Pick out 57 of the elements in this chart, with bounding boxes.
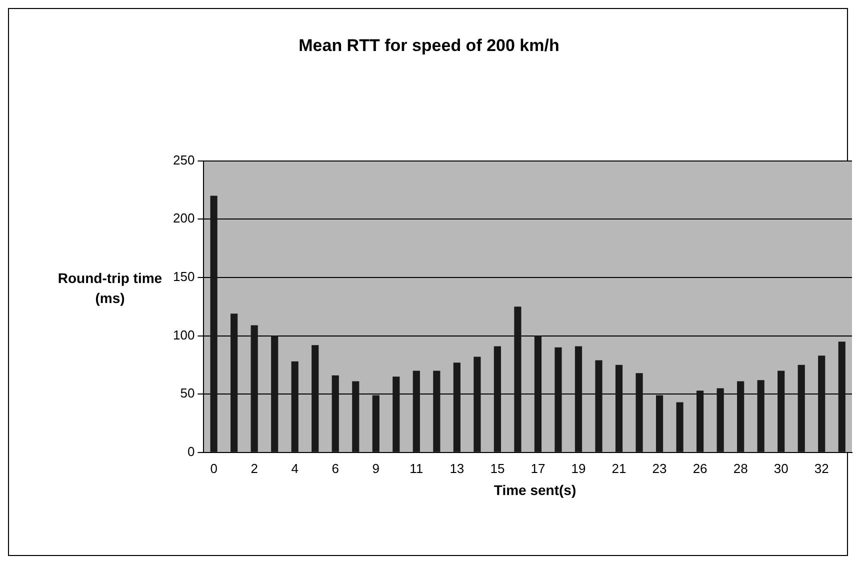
bar [595,360,602,452]
bar [352,381,360,452]
y-tick-label: 0 [187,444,195,459]
bar [615,364,623,452]
x-tick-label: 0 [210,460,218,476]
x-tick-label: 13 [450,460,464,476]
bar [696,390,704,452]
y-tick-label: 150 [172,269,195,284]
bar [798,364,805,452]
x-tick-label: 11 [410,460,424,476]
bar [271,336,278,452]
bar [291,361,298,452]
bar [372,395,380,452]
bar [433,370,440,452]
bar [656,395,664,452]
x-tick-label: 17 [530,460,546,476]
bar [230,314,238,452]
x-axis-title: Time sent(s) [492,482,578,498]
chart-title: Mean RTT for speed of 200 km/h [298,36,560,56]
bar [737,381,744,452]
bar [514,306,522,452]
y-tick-label: 50 [180,386,195,401]
x-tick-label: 6 [332,460,339,476]
bar [392,376,400,452]
y-tick-label: 250 [172,152,195,168]
bar [554,347,562,452]
bar [676,402,684,452]
bar [250,325,258,452]
x-tick-label: 9 [372,460,380,476]
x-tick-label: 23 [652,460,667,476]
bar [636,373,643,452]
x-tick-label: 28 [733,460,748,476]
bar [412,370,420,452]
bar [818,356,826,452]
x-tick-label: 26 [692,460,708,476]
bar [838,342,846,452]
x-tick-label: 21 [612,460,626,476]
y-tick-label: 200 [172,210,195,226]
bar [716,388,724,452]
x-tick-label: 32 [814,460,829,476]
bar [474,356,481,452]
x-tick-label: 19 [571,460,586,476]
bar [332,375,339,452]
bar [574,346,582,452]
bar [757,380,764,452]
x-tick-label: 30 [774,460,788,476]
bar [534,336,542,452]
x-tick-label: 2 [250,460,258,476]
y-tick-label: 100 [172,327,195,342]
x-tick-label: 4 [291,460,298,476]
bar [453,362,460,452]
y-axis-title: Round-trip time (ms) [58,270,162,306]
bar [494,346,501,452]
x-tick-label: 15 [490,460,505,476]
bar [210,196,218,452]
bar [312,345,319,452]
bar [778,370,785,452]
